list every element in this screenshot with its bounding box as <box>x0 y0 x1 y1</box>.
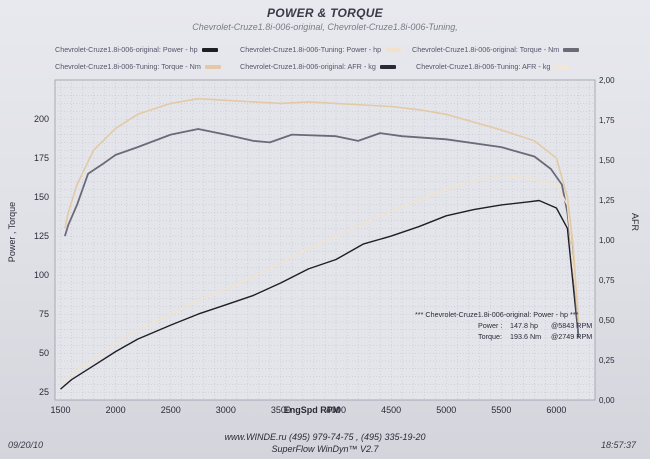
footer-software: SuperFlow WinDyn™ V2.7 <box>271 444 379 454</box>
x-tick-label: 3500 <box>271 405 291 415</box>
y2-tick-label: 1,00 <box>599 236 615 245</box>
y2-tick-label: 0,75 <box>599 276 615 285</box>
series-line <box>60 174 580 385</box>
y2-tick-label: 0,00 <box>599 396 615 405</box>
chart-title: POWER & TORQUE <box>267 6 383 20</box>
x-tick-label: 2500 <box>161 405 181 415</box>
legend-swatch <box>385 48 402 53</box>
info-heading: *** Chevrolet-Cruze1.8i-006-original: Po… <box>415 310 579 319</box>
y2-tick-label: 1,25 <box>599 196 615 205</box>
legend-item: Chevrolet-Cruze1.8i-006-Tuning: Power - … <box>240 45 402 54</box>
power-torque-chart: 1500 2000 2500 3000 3500 4000 4500 5000 5500 6000… <box>7 76 640 415</box>
legend: Chevrolet-Cruze1.8i-006-original: Power … <box>0 45 650 75</box>
legend-swatch <box>201 48 218 53</box>
x-tick-label: 4000 <box>326 405 346 415</box>
legend-item: Chevrolet-Cruze1.8i-006-Tuning: Torque -… <box>55 62 221 71</box>
x-tick-label: 2000 <box>106 405 126 415</box>
y-tick-label: 200 <box>34 114 49 124</box>
y2-axis-label: AFR <box>630 213 640 232</box>
series-line <box>60 199 580 390</box>
y2-tick-label: 0,25 <box>599 356 615 365</box>
info-torque-rpm: @2749 RPM <box>551 332 592 341</box>
legend-swatch <box>204 65 221 70</box>
x-axis-label: EngSpd RPM <box>284 405 341 415</box>
y-tick-label: 100 <box>34 270 49 280</box>
info-power-label: Power : <box>478 321 502 330</box>
legend-label: Chevrolet-Cruze1.8i-006-original: Power … <box>55 45 198 54</box>
chart-subtitle: Chevrolet-Cruze1.8i-006-original, Chevro… <box>192 22 458 32</box>
info-torque-value: 193.6 Nm <box>510 332 541 341</box>
x-tick-label: 6000 <box>546 405 566 415</box>
y-tick-label: 25 <box>39 387 49 397</box>
x-tick-label: 5500 <box>491 405 511 415</box>
y-tick-label: 50 <box>39 348 49 358</box>
legend-swatch <box>379 65 396 70</box>
y-tick-label: 150 <box>34 192 49 202</box>
legend-item: Chevrolet-Cruze1.8i-006-original: Power … <box>55 45 218 54</box>
y-tick-label: 125 <box>34 231 49 241</box>
legend-swatch <box>554 65 571 70</box>
legend-item: Chevrolet-Cruze1.8i-006-original: Torque… <box>412 45 580 54</box>
y2-tick-label: 1,50 <box>599 156 615 165</box>
x-tick-label: 5000 <box>436 405 456 415</box>
x-tick-label: 1500 <box>50 405 70 415</box>
legend-label: Chevrolet-Cruze1.8i-006-original: AFR - … <box>240 62 376 71</box>
x-tick-label: 4500 <box>381 405 401 415</box>
y2-tick-label: 1,75 <box>599 116 615 125</box>
info-power-rpm: @5843 RPM <box>551 321 592 330</box>
legend-item: Chevrolet-Cruze1.8i-006-Tuning: AFR - kg <box>416 62 571 71</box>
series-line <box>64 97 580 323</box>
legend-label: Chevrolet-Cruze1.8i-006-Tuning: Power - … <box>240 45 382 54</box>
legend-label: Chevrolet-Cruze1.8i-006-Tuning: AFR - kg <box>416 62 551 71</box>
series-line <box>64 128 580 338</box>
y-tick-label: 75 <box>39 309 49 319</box>
info-torque-label: Torque: <box>478 332 502 341</box>
footer-date: 09/20/10 <box>8 440 44 450</box>
info-box: *** Chevrolet-Cruze1.8i-006-original: Po… <box>415 310 592 341</box>
legend-item: Chevrolet-Cruze1.8i-006-original: AFR - … <box>240 62 396 71</box>
y2-tick-label: 2,00 <box>599 76 615 85</box>
footer-time: 18:57:37 <box>600 440 636 450</box>
y-axis-label: Power , Torque <box>7 202 17 262</box>
y-tick-label: 175 <box>34 153 49 163</box>
y2-tick-label: 0,50 <box>599 316 615 325</box>
info-power-value: 147.8 hp <box>510 321 538 330</box>
legend-label: Chevrolet-Cruze1.8i-006-Tuning: Torque -… <box>55 62 201 71</box>
legend-label: Chevrolet-Cruze1.8i-006-original: Torque… <box>412 45 560 54</box>
legend-swatch <box>563 48 580 53</box>
footer-contact: www.WINDE.ru (495) 979-74-75 , (495) 335… <box>224 432 426 442</box>
x-tick-label: 3000 <box>216 405 236 415</box>
